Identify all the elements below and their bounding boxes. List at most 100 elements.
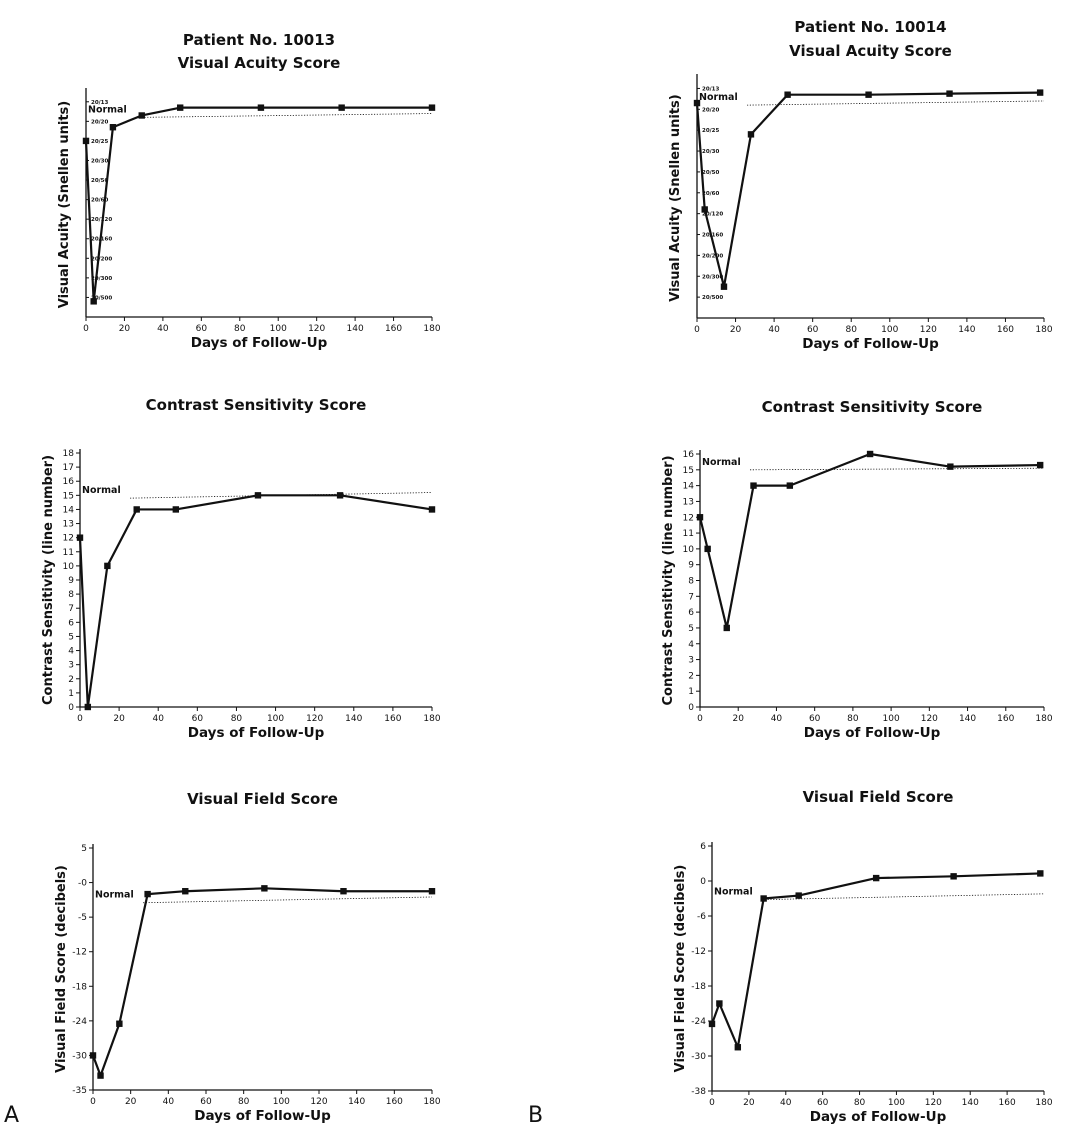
chart-a-contrast-x-tick-label: 80 <box>231 714 243 724</box>
chart-b-field-data-point <box>795 892 802 899</box>
chart-a-field-normal-label: Normal <box>95 890 134 901</box>
chart-b-acuity-y-tick-label: 20/500 <box>702 295 723 301</box>
chart-b-acuity-data-point <box>865 91 872 98</box>
chart-b-field-data-point <box>716 1000 723 1007</box>
chart-a-acuity-x-tick-label: 20 <box>119 324 131 334</box>
chart-b-acuity-data-point <box>701 206 708 213</box>
chart-b-acuity-x-tick-label: 60 <box>807 325 819 335</box>
chart-b-field-data-point <box>708 1020 716 1028</box>
chart-b-acuity-x-tick-label: 140 <box>958 325 975 335</box>
chart-a-contrast-normal-label: Normal <box>82 485 121 496</box>
chart-a-contrast-data-point <box>428 506 436 513</box>
chart-a-acuity-data-point <box>82 137 90 145</box>
chart-a-field-data-point <box>428 888 436 895</box>
chart-a-contrast-data-point <box>336 492 344 499</box>
chart-a-acuity-x-tick-label: 40 <box>157 324 169 334</box>
chart-b-field-x-tick-label: 100 <box>888 1098 905 1108</box>
chart-b-acuity-y-tick-label: 20/13 <box>702 86 719 92</box>
chart-a-contrast-x-label: Days of Follow-Up <box>188 725 325 741</box>
chart-a-contrast-y-tick-label: 5 <box>68 632 74 642</box>
chart-b-contrast-data-point <box>947 463 954 470</box>
chart-b-acuity-x-tick-label: 0 <box>694 325 700 335</box>
chart-b-acuity-y-tick-label: 20/30 <box>702 149 719 155</box>
chart-a-field-x-tick-label: 180 <box>423 1097 440 1107</box>
chart-a-acuity-series-line <box>84 106 432 303</box>
chart-a-field-y-tick-label: 5 <box>81 844 87 854</box>
chart-a-field-x-tick-label: 60 <box>200 1097 212 1107</box>
chart-a-field-data-point <box>182 888 189 895</box>
chart-a-contrast-y-tick-label: 0 <box>68 703 74 713</box>
panel-label-a: A <box>4 1103 19 1127</box>
chart-a-contrast-y-tick-label: 17 <box>63 463 74 473</box>
chart-a-field-x-tick-label: 100 <box>273 1097 290 1107</box>
chart-a-acuity-y-tick-label: 20/50 <box>91 178 108 184</box>
chart-b-field-y-tick-label: 6 <box>700 842 706 852</box>
chart-a-contrast-data-point <box>76 534 84 541</box>
chart-a-field-data-point <box>261 885 268 892</box>
chart-a-acuity-y-tick-label: 20/20 <box>91 119 108 125</box>
chart-b-acuity-x-tick-label: 180 <box>1035 325 1052 335</box>
chart-b-field-x-tick-label: 20 <box>743 1098 755 1108</box>
chart-a-contrast-x-tick-label: 40 <box>152 714 164 724</box>
chart-a-acuity-x-tick-label: 160 <box>385 324 402 334</box>
chart-b-contrast-y-tick-label: 16 <box>683 450 695 460</box>
chart-a-field-x-tick-label: 140 <box>348 1097 365 1107</box>
chart-a-contrast-x-tick-label: 120 <box>306 714 323 724</box>
chart-b-contrast-title: Contrast Sensitivity Score <box>762 398 983 416</box>
chart-a-acuity-data-point <box>109 124 117 131</box>
chart-a-acuity-y-tick-label: 20/500 <box>91 295 112 301</box>
chart-a-contrast-series-line <box>78 494 433 709</box>
chart-b-contrast-y-tick-label: 0 <box>688 703 694 713</box>
chart-b-acuity-y-tick-label: 20/200 <box>702 253 723 259</box>
chart-a-acuity-normal-label: Normal <box>88 104 127 115</box>
chart-a-acuity-y-tick-label: 20/200 <box>91 256 112 262</box>
chart-b-contrast-y-tick-label: 12 <box>683 513 694 523</box>
chart-b-contrast-data-point <box>786 482 794 489</box>
chart-a-acuity-x-label: Days of Follow-Up <box>191 335 328 351</box>
chart-a-acuity-data-point <box>176 104 184 111</box>
chart-a-acuity-x-tick-label: 80 <box>234 324 246 334</box>
chart-a-contrast-y-tick-label: 12 <box>63 534 74 544</box>
chart-b-acuity-y-tick-label: 20/50 <box>702 170 719 176</box>
chart-a-field-x-tick-label: 40 <box>163 1097 175 1107</box>
chart-a-field-y-tick-label: -24 <box>72 1017 87 1027</box>
chart-b-acuity-x-tick-label: 80 <box>845 325 857 335</box>
chart-b-field-data-point <box>872 874 880 882</box>
chart-b-field-x-tick-label: 80 <box>854 1098 866 1108</box>
chart-a-contrast-y-tick-label: 3 <box>68 661 74 671</box>
chart-b-acuity-title-1: Patient No. 10014 <box>794 18 946 36</box>
chart-b-contrast-x-tick-label: 160 <box>997 714 1014 724</box>
chart-b-field-y-tick-label: -38 <box>691 1087 706 1097</box>
chart-a-contrast-y-label: Contrast Sensitivity (line number) <box>41 455 56 705</box>
chart-a-contrast-y-tick-label: 11 <box>63 548 74 558</box>
chart-a-field-y-tick-label: -30 <box>72 1051 87 1061</box>
chart-a-field-series-line <box>91 887 432 1077</box>
chart-a-contrast-data-point <box>172 506 180 513</box>
chart-b-acuity-title-2: Visual Acuity Score <box>789 42 952 60</box>
chart-b-contrast-x-tick-label: 60 <box>809 714 821 724</box>
chart-b-field-x-tick-label: 120 <box>925 1098 942 1108</box>
chart-a-contrast-x-tick-label: 60 <box>192 714 204 724</box>
chart-b-contrast-normal-line <box>749 467 1045 471</box>
chart-a-acuity-x-tick-label: 180 <box>423 324 440 334</box>
chart-a-contrast-x-tick-label: 180 <box>423 714 440 724</box>
chart-a-field-x-label: Days of Follow-Up <box>194 1108 331 1124</box>
chart-b-contrast-y-tick-label: 9 <box>688 561 694 571</box>
chart-a-contrast-y-tick-label: 2 <box>68 675 74 685</box>
chart-a-acuity-x-tick-label: 120 <box>308 324 325 334</box>
chart-a-acuity-x-tick-label: 60 <box>196 324 208 334</box>
chart-b-field-normal-label: Normal <box>714 887 753 898</box>
chart-a-visual-acuity: Patient No. 10013 Visual Acuity Score 0 20 4… <box>57 31 441 351</box>
panel-label-b: B <box>528 1103 543 1127</box>
chart-b-field-data-point <box>760 895 767 902</box>
chart-b-contrast-y-tick-label: 2 <box>688 671 694 681</box>
chart-b-contrast-y-tick-label: 14 <box>683 482 695 492</box>
chart-a-contrast-y-tick-label: 4 <box>68 647 74 657</box>
chart-b-contrast-data-point <box>723 624 730 632</box>
chart-a-contrast-y-tick-label: 14 <box>63 505 75 515</box>
chart-b-acuity-series-line <box>695 91 1041 288</box>
chart-a-acuity-y-label: Visual Acuity (Snellen units) <box>57 101 72 308</box>
chart-a-contrast-x-tick-label: 100 <box>267 714 284 724</box>
chart-b-contrast-y-tick-label: 3 <box>688 656 694 666</box>
